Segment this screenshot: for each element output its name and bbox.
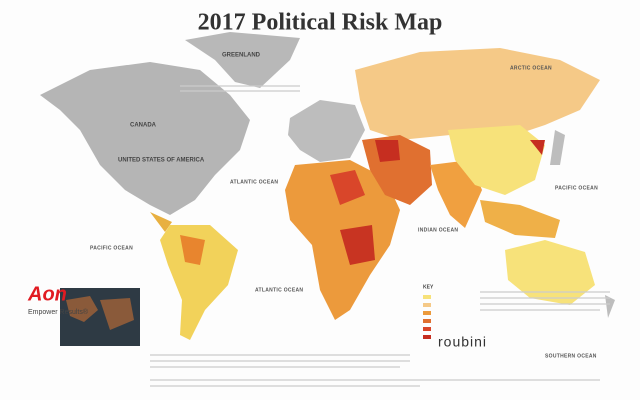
aon-logo: Aon	[27, 283, 67, 305]
ocean-label: PACIFIC OCEAN	[555, 185, 598, 191]
ocean-label: ATLANTIC OCEAN	[230, 179, 278, 185]
country-label: UNITED STATES OF AMERICA	[118, 158, 205, 164]
venezuela-shape	[180, 235, 205, 265]
ocean-label: SOUTHERN OCEAN	[545, 353, 597, 359]
ocean-label: ATLANTIC OCEAN	[255, 287, 303, 293]
land	[40, 32, 615, 340]
legend-swatch	[423, 335, 431, 339]
europe-shape	[288, 100, 365, 162]
map-title: 2017 Political Risk Map	[198, 10, 443, 36]
legend-swatch	[423, 303, 431, 307]
country-label: CANADA	[130, 123, 157, 129]
ocean-label: ARCTIC OCEAN	[510, 65, 552, 71]
china-shape	[448, 125, 545, 195]
syria-shape	[375, 140, 400, 162]
south-america-shape	[160, 225, 238, 340]
africa-shape	[285, 160, 400, 320]
legend: KEY	[423, 284, 434, 339]
legend-swatch	[423, 295, 431, 299]
country-label: GREENLAND	[222, 53, 261, 59]
greenland-shape	[185, 32, 300, 88]
body-text-lines	[150, 85, 610, 387]
southeast-asia-shape	[480, 200, 560, 238]
legend-swatch	[423, 327, 431, 331]
north-america-shape	[40, 62, 250, 215]
inset-panel	[60, 288, 140, 346]
legend-swatch	[423, 319, 431, 323]
aon-tagline: Empower Results®	[28, 308, 89, 316]
legend-swatch	[423, 311, 431, 315]
legend-title: KEY	[423, 284, 434, 290]
africa-high-risk-shape	[330, 170, 365, 205]
central-america-shape	[150, 212, 172, 232]
central-africa-shape	[340, 225, 375, 265]
ocean-label: INDIAN OCEAN	[418, 227, 458, 233]
roubini-logo: roubini	[438, 334, 487, 350]
inset-land	[66, 296, 134, 330]
ocean-label: PACIFIC OCEAN	[90, 245, 133, 251]
japan-shape	[550, 130, 565, 165]
korea-shape	[530, 140, 545, 155]
russia-shape	[355, 48, 600, 140]
australia-shape	[505, 240, 595, 305]
new-zealand-shape	[605, 295, 615, 318]
